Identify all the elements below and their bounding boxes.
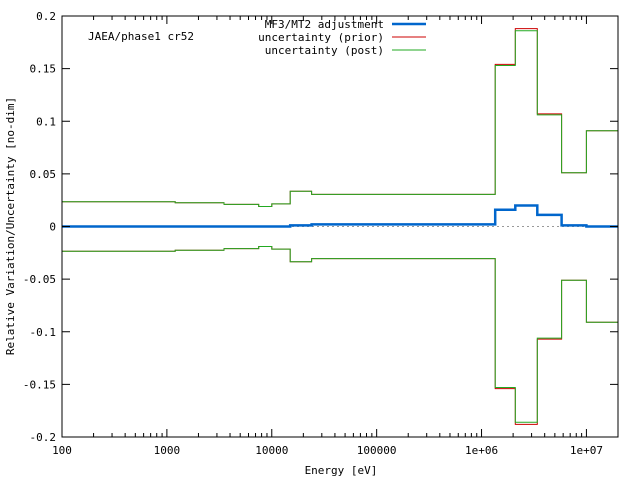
x-tick-label: 1e+07: [570, 444, 603, 457]
y-tick-label: -0.05: [23, 273, 56, 286]
x-tick-label: 1e+06: [465, 444, 498, 457]
x-tick-label: 1000: [154, 444, 181, 457]
x-tick-label: 10000: [255, 444, 288, 457]
x-tick-label: 100000: [357, 444, 397, 457]
series-line-uncertainty-post: [62, 30, 618, 207]
series-line-mf3-mt2-adjustment: [62, 204, 618, 228]
y-tick-label: 0.2: [36, 10, 56, 23]
series-line-uncertainty-post-negative: [62, 246, 618, 423]
chart-annotation: JAEA/phase1 cr52: [88, 30, 194, 43]
y-tick-label: -0.15: [23, 378, 56, 391]
legend-label: MF3/MT2 adjustment: [265, 18, 384, 31]
y-tick-label: -0.2: [30, 431, 57, 444]
legend-label: uncertainty (post): [265, 44, 384, 57]
x-tick-layer: 100 1000 10000 100000 1e+06 1e+07: [52, 16, 619, 457]
y-tick-label: -0.1: [30, 326, 57, 339]
y-tick-label: 0.1: [36, 115, 56, 128]
x-tick-label: 100: [52, 444, 72, 457]
y-tick-label: 0.05: [30, 168, 57, 181]
y-axis-label: Relative Variation/Uncertainty [no-dim]: [4, 97, 17, 355]
series-layer: [62, 28, 618, 425]
y-tick-layer: 0.2 0.15 0.1 0.05 0 -0.05 -0.1 -0.15 -0.2: [23, 10, 618, 444]
x-axis-label: Energy [eV]: [305, 464, 378, 477]
y-tick-label: 0: [49, 221, 56, 234]
series-line-uncertainty-prior-negative: [62, 246, 618, 425]
y-tick-label: 0.15: [30, 63, 57, 76]
legend-label: uncertainty (prior): [258, 31, 384, 44]
